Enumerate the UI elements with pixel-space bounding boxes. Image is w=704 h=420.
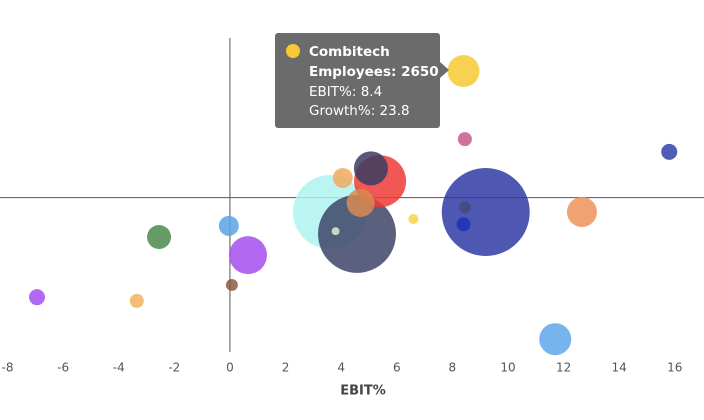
x-tick-label: 8 — [449, 361, 457, 375]
tooltip-y: Growth%: 23.8 — [309, 103, 410, 119]
x-axis-title: EBIT% — [340, 384, 386, 399]
tooltip: Combitech Employees: 2650 EBIT%: 8.4 Gro… — [275, 33, 449, 128]
tooltip-name: Combitech — [309, 44, 390, 60]
x-tick-label: 16 — [667, 361, 682, 375]
bubble — [225, 278, 238, 291]
x-tick-label: 2 — [282, 361, 290, 375]
bubble — [353, 151, 388, 186]
tooltip-x-label: EBIT%: — [309, 84, 356, 100]
bubble — [28, 289, 45, 306]
x-tick-label: 6 — [393, 361, 401, 375]
tooltip-swatch — [286, 44, 300, 58]
tooltip-y-label: Growth%: — [309, 103, 375, 119]
bubble — [331, 227, 340, 236]
tooltip-size-label: Employees: — [309, 64, 396, 80]
bubble — [456, 217, 471, 232]
bubble — [408, 213, 419, 224]
x-tick-label: -2 — [168, 361, 180, 375]
tooltip-x-value: 8.4 — [361, 84, 382, 100]
bubble — [458, 201, 471, 214]
bubble — [318, 194, 396, 273]
x-tick-label: 0 — [226, 361, 234, 375]
bubble — [457, 132, 472, 147]
tooltip-size: Employees: 2650 — [309, 64, 439, 80]
x-tick-label: -4 — [113, 361, 125, 375]
bubble — [441, 168, 530, 257]
x-tick-label: -8 — [2, 361, 14, 375]
bubble — [147, 225, 172, 250]
bubble — [346, 188, 375, 217]
tooltip-size-value: 2650 — [401, 64, 439, 80]
x-tick-label: -6 — [57, 361, 69, 375]
tooltip-box — [275, 33, 440, 128]
bubble — [218, 215, 239, 236]
bubble — [447, 54, 480, 88]
tooltip-y-value: 23.8 — [380, 103, 410, 119]
bubble — [566, 197, 597, 228]
bubble — [332, 167, 353, 188]
bubble — [539, 323, 572, 356]
x-tick-label: 12 — [556, 361, 571, 375]
x-tick-label: 10 — [500, 361, 515, 375]
bubble — [661, 143, 678, 160]
tooltip-x: EBIT%: 8.4 — [309, 84, 382, 100]
x-tick-label: 14 — [612, 361, 627, 375]
bubbles — [0, 38, 704, 356]
bubble — [229, 236, 268, 275]
tooltip-pointer — [440, 62, 449, 78]
bubble — [129, 293, 144, 308]
x-tick-label: 4 — [337, 361, 345, 375]
